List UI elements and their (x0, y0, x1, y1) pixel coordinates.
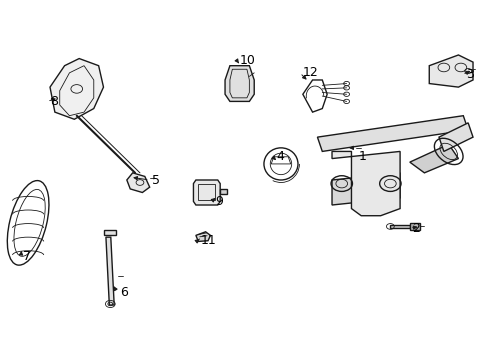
Text: 1: 1 (358, 150, 366, 163)
Polygon shape (438, 123, 472, 152)
Text: 9: 9 (215, 195, 223, 208)
Text: 4: 4 (276, 150, 284, 163)
Polygon shape (409, 144, 458, 173)
Polygon shape (104, 230, 116, 235)
Text: 6: 6 (120, 286, 128, 299)
Text: 12: 12 (302, 66, 318, 79)
Polygon shape (193, 180, 220, 205)
Text: 3: 3 (465, 68, 473, 81)
Polygon shape (409, 223, 419, 230)
Polygon shape (331, 173, 399, 205)
Text: 7: 7 (23, 250, 31, 263)
Polygon shape (220, 189, 227, 194)
Polygon shape (196, 232, 210, 242)
Text: 8: 8 (50, 95, 58, 108)
Text: 5: 5 (152, 174, 160, 186)
Polygon shape (317, 116, 467, 152)
Polygon shape (331, 152, 399, 216)
Polygon shape (126, 173, 149, 193)
Polygon shape (224, 66, 254, 102)
Polygon shape (106, 237, 114, 305)
Polygon shape (50, 59, 103, 119)
Text: 11: 11 (201, 234, 216, 247)
Text: 2: 2 (411, 222, 419, 235)
Text: 10: 10 (239, 54, 255, 67)
Polygon shape (389, 225, 409, 228)
Polygon shape (428, 55, 472, 87)
